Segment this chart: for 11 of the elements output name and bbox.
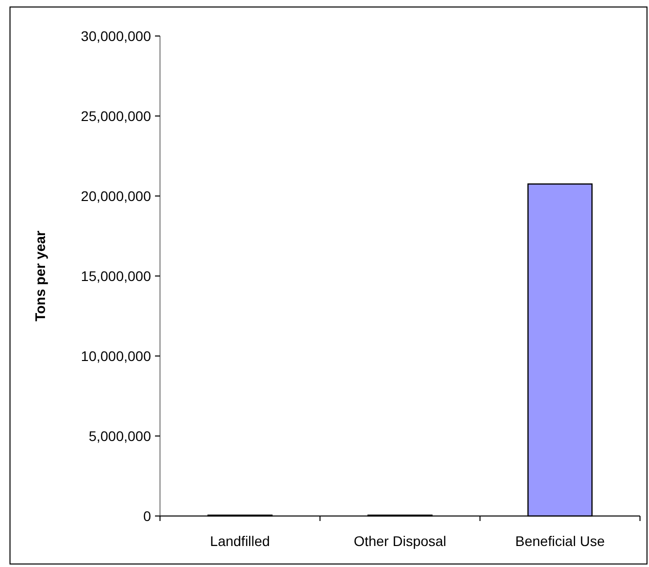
y-tick-label: 5,000,000: [88, 428, 152, 444]
y-tick-label: 25,000,000: [80, 108, 152, 124]
x-tick-label: Landfilled: [210, 533, 270, 549]
y-tick-label: 0: [143, 508, 152, 524]
y-tick-label: 10,000,000: [80, 348, 152, 364]
x-tick-label: Beneficial Use: [515, 533, 605, 549]
y-axis-title: Tons per year: [32, 230, 48, 322]
x-tick-label: Other Disposal: [354, 533, 446, 549]
y-tick-label: 20,000,000: [80, 188, 152, 204]
y-tick-label: 30,000,000: [80, 28, 152, 44]
y-tick-label: 15,000,000: [80, 268, 152, 284]
